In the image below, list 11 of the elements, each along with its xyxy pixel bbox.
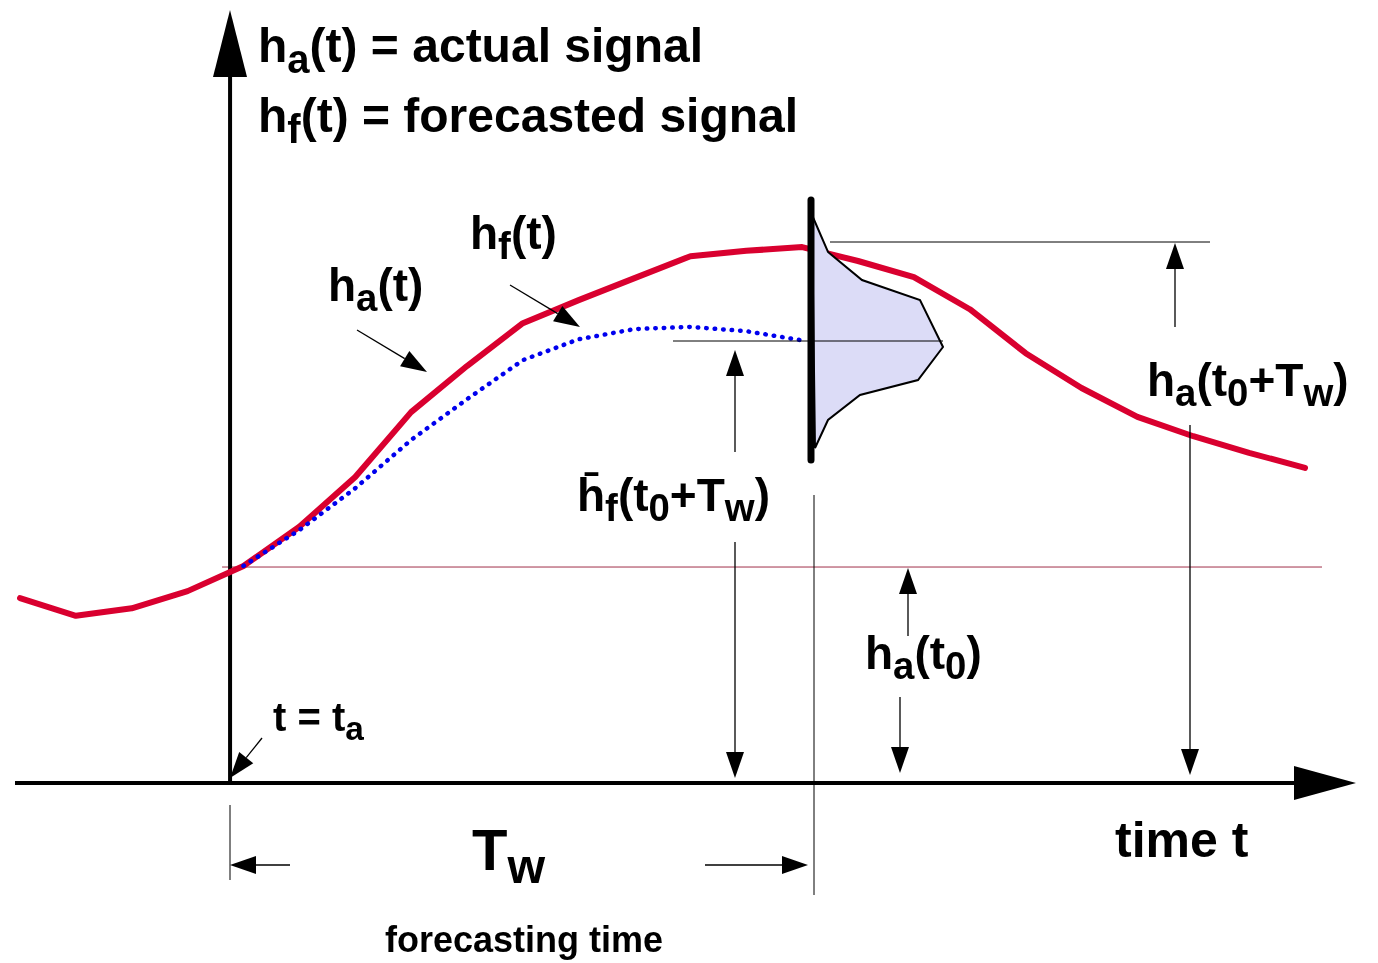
text: h$_{f}$(t) = forecasted signal bbox=[258, 89, 799, 151]
annotation: h$_{a}$(t$_{0}$+T$_{w}$) bbox=[1147, 354, 1349, 415]
annotation: h$_{a}$(t) bbox=[328, 259, 424, 320]
annotation: h$_{f}$(t) bbox=[470, 207, 557, 268]
x-axis-title: time t bbox=[1115, 812, 1249, 868]
annotation: h̄$_{f}$(t$_{0}$+T$_{w}$) bbox=[577, 469, 770, 530]
text: T$_{w}$ bbox=[472, 817, 546, 893]
text: h$_{a}$(t) = actual signal bbox=[258, 19, 703, 81]
annotation: h$_{a}$(t$_{0}$) bbox=[865, 627, 982, 688]
text: forecasting time bbox=[385, 919, 664, 960]
annotation: t = t$_{a}$ bbox=[273, 695, 364, 748]
